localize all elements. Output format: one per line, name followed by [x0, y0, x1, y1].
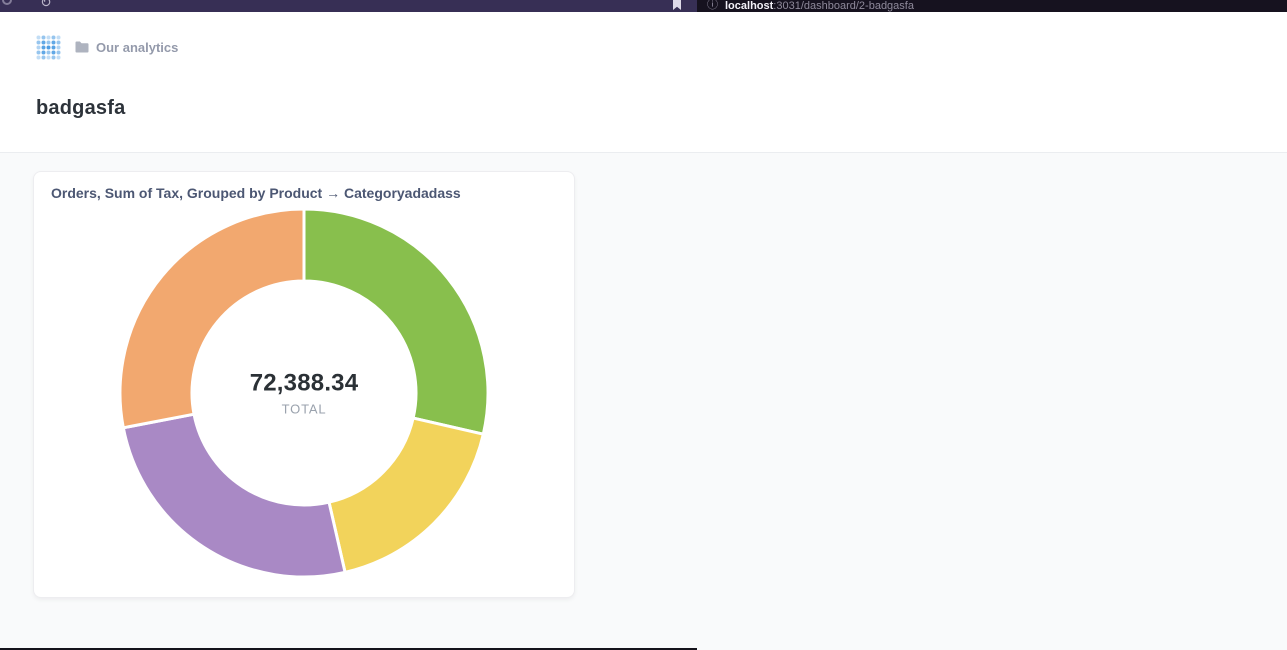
page-title: badgasfa [36, 97, 126, 119]
app-header: Our analytics badgasfa [0, 12, 1287, 153]
header-row: Our analytics [36, 34, 1251, 60]
donut-chart-svg [118, 207, 490, 579]
donut-segment-yellow[interactable] [327, 416, 485, 574]
folder-icon [75, 41, 89, 53]
url-path: :3031/dashboard/2-badgasfa [773, 0, 914, 12]
window-bottom-edge [0, 648, 697, 650]
collection-breadcrumb[interactable]: Our analytics [75, 40, 178, 55]
url-bar[interactable]: ⓘ localhost:3031/dashboard/2-badgasfa [697, 0, 1287, 12]
reload-icon[interactable]: ↻ [40, 0, 52, 10]
donut-segment-green[interactable] [302, 207, 490, 436]
bookmark-icon[interactable] [672, 0, 682, 10]
browser-chrome: ↻ ⓘ localhost:3031/dashboard/2-badgasfa [0, 0, 1287, 12]
donut-chart: 72,388.34 TOTAL [116, 205, 492, 581]
url-host: localhost [725, 0, 774, 12]
chart-card[interactable]: Orders, Sum of Tax, Grouped by Product →… [33, 171, 575, 598]
dashboard-canvas: Orders, Sum of Tax, Grouped by Product →… [0, 153, 1287, 648]
url-text: localhost:3031/dashboard/2-badgasfa [725, 0, 914, 12]
window-corner-icon [2, 0, 12, 5]
info-icon[interactable]: ⓘ [707, 0, 718, 11]
donut-segment-orange[interactable] [118, 207, 306, 430]
collection-name: Our analytics [96, 39, 179, 55]
card-title[interactable]: Orders, Sum of Tax, Grouped by Product →… [51, 185, 461, 201]
metabase-logo-icon[interactable] [36, 35, 61, 60]
donut-segment-purple[interactable] [121, 412, 347, 579]
